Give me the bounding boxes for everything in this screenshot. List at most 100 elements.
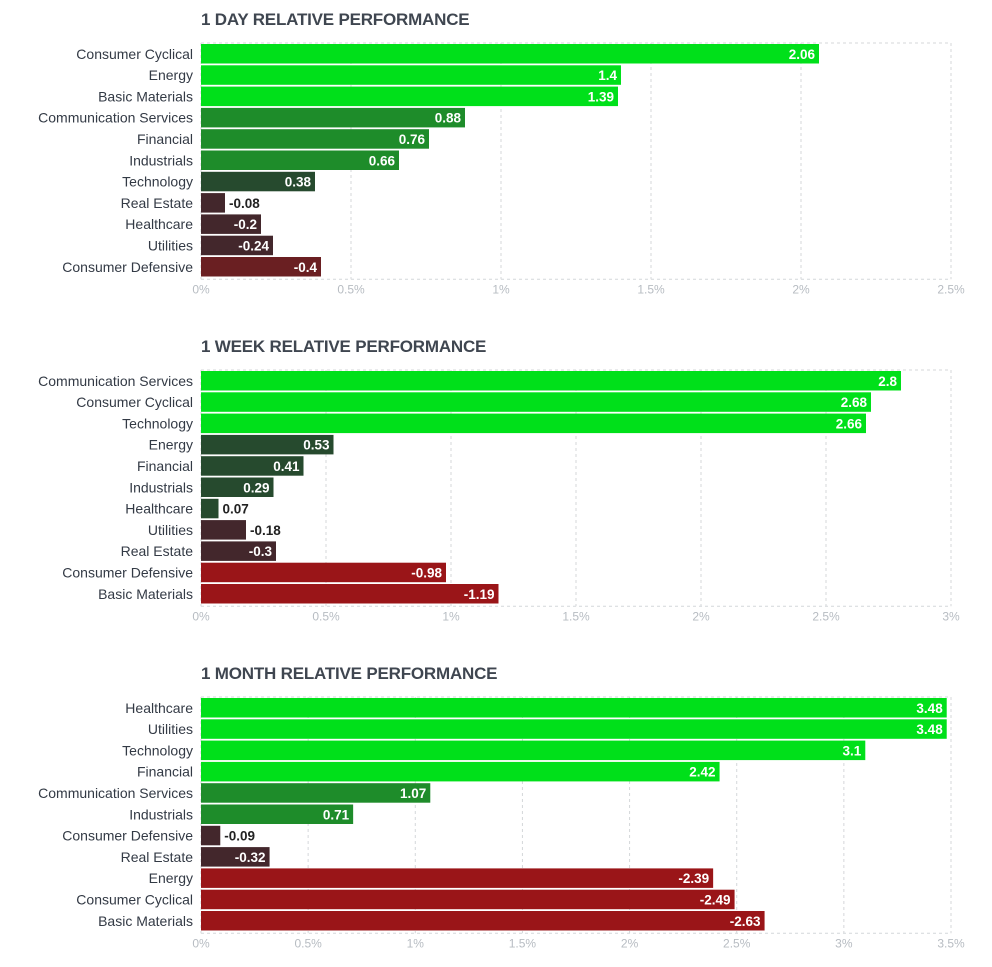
- category-label: Consumer Defensive: [62, 828, 193, 844]
- category-label: Energy: [149, 437, 193, 453]
- x-tick-label: 0%: [192, 609, 210, 623]
- value-label: -0.32: [235, 850, 266, 865]
- value-label: -0.2: [234, 217, 257, 232]
- x-tick-label: 2.5%: [723, 936, 751, 950]
- value-label: 0.71: [323, 807, 350, 822]
- category-label: Healthcare: [125, 700, 193, 716]
- bar: [201, 541, 276, 561]
- value-label: -2.39: [678, 871, 709, 886]
- value-label: 1.39: [588, 89, 614, 104]
- bar: [201, 562, 446, 583]
- category-label: Energy: [149, 67, 193, 83]
- category-label: Technology: [122, 742, 193, 758]
- value-label: 0.88: [435, 111, 462, 126]
- x-tick-label: 2%: [692, 609, 710, 623]
- bar: [201, 214, 261, 234]
- x-tick-label: 3.5%: [937, 936, 965, 950]
- category-label: Consumer Defensive: [62, 259, 193, 275]
- bar: [201, 825, 221, 846]
- bar: [201, 498, 219, 519]
- bar: [201, 698, 947, 718]
- category-label: Utilities: [148, 237, 193, 253]
- category-label: Energy: [149, 870, 193, 886]
- x-tick-label: 0%: [192, 282, 210, 296]
- category-label: Consumer Cyclical: [76, 394, 193, 410]
- bar: [201, 868, 714, 888]
- category-label: Industrials: [129, 479, 193, 495]
- bar: [201, 719, 947, 739]
- bar: [201, 911, 765, 931]
- bar: [201, 847, 270, 867]
- category-label: Real Estate: [121, 543, 194, 559]
- value-label: 2.8: [878, 374, 897, 389]
- chart-title: 1 WEEK RELATIVE PERFORMANCE: [201, 337, 487, 356]
- x-tick-label: 3%: [942, 609, 960, 623]
- value-label: 0.41: [273, 459, 300, 474]
- category-label: Real Estate: [121, 849, 194, 865]
- category-label: Real Estate: [121, 195, 194, 211]
- value-label: 1.4: [598, 68, 617, 83]
- value-label: 3.1: [843, 743, 862, 758]
- category-label: Communication Services: [38, 373, 193, 389]
- bar: [201, 456, 304, 476]
- value-label: 2.42: [689, 765, 715, 780]
- x-tick-label: 2%: [621, 936, 639, 950]
- category-label: Financial: [137, 131, 193, 147]
- category-label: Communication Services: [38, 110, 193, 126]
- bar: [201, 150, 399, 170]
- category-label: Technology: [122, 174, 193, 190]
- x-tick-label: 0.5%: [337, 282, 365, 296]
- value-label: -0.98: [411, 565, 442, 580]
- bar: [201, 129, 429, 149]
- bar: [201, 193, 225, 213]
- bar: [201, 584, 499, 604]
- category-label: Financial: [137, 458, 193, 474]
- value-label: 0.66: [369, 153, 396, 168]
- one-week-bar-chart: 0% 0.5% 1% 1.5% 2% 2.5% 3% Communication Servic…: [38, 369, 960, 623]
- x-tick-label: 1%: [492, 282, 510, 296]
- bar: [201, 413, 866, 434]
- x-tick-label: 1%: [442, 609, 460, 623]
- x-tick-label: 0.5%: [294, 936, 322, 950]
- x-tick-label: 3%: [835, 936, 853, 950]
- bar: [201, 171, 315, 192]
- category-label: Consumer Cyclical: [76, 46, 193, 62]
- value-label: -0.24: [238, 238, 269, 253]
- value-label: 3.48: [916, 701, 943, 716]
- x-tick-label: 2.5%: [937, 282, 965, 296]
- category-label: Basic Materials: [98, 586, 193, 602]
- value-label: 3.48: [916, 722, 943, 737]
- category-label: Utilities: [148, 721, 193, 737]
- value-label: 2.06: [789, 47, 816, 62]
- value-label: -0.18: [250, 523, 281, 538]
- x-tick-label: 1%: [407, 936, 425, 950]
- category-label: Utilities: [148, 522, 193, 538]
- category-label: Healthcare: [125, 216, 193, 232]
- x-tick-label: 1.5%: [562, 609, 590, 623]
- bar: [201, 761, 720, 782]
- category-label: Healthcare: [125, 501, 193, 517]
- value-label: -0.4: [294, 260, 318, 275]
- value-label: -0.09: [224, 829, 255, 844]
- value-label: 0.29: [243, 480, 269, 495]
- category-label: Industrials: [129, 152, 193, 168]
- bar: [201, 889, 735, 910]
- value-label: 1.07: [400, 786, 426, 801]
- bar: [201, 740, 866, 761]
- bar: [201, 44, 819, 64]
- x-tick-label: 2.5%: [812, 609, 840, 623]
- value-label: -0.3: [249, 544, 273, 559]
- bar: [201, 804, 354, 824]
- bar: [201, 107, 465, 128]
- bar: [201, 477, 274, 497]
- value-label: 0.76: [399, 132, 426, 147]
- category-label: Communication Services: [38, 785, 193, 801]
- bar: [201, 86, 618, 107]
- bar: [201, 434, 334, 455]
- category-label: Consumer Defensive: [62, 564, 193, 580]
- category-label: Financial: [137, 764, 193, 780]
- bar: [201, 783, 431, 803]
- value-label: 0.38: [285, 175, 312, 190]
- value-label: 2.66: [836, 416, 863, 431]
- chart-title: 1 MONTH RELATIVE PERFORMANCE: [201, 664, 498, 683]
